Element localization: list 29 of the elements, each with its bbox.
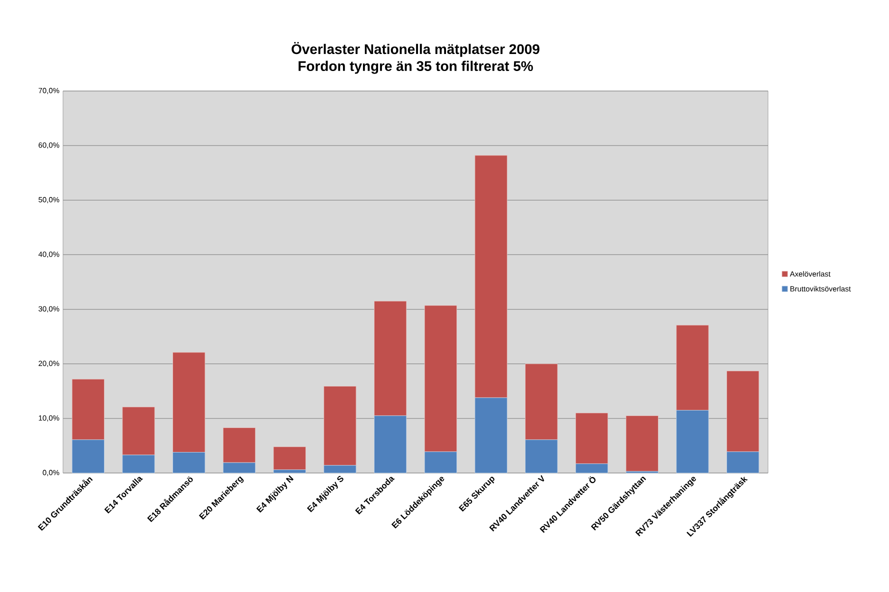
chart-title: Överlaster Nationella mätplatser 2009 (292, 42, 540, 57)
bar (575, 412, 608, 464)
bar (374, 300, 407, 416)
bar (324, 386, 356, 466)
bar (676, 324, 709, 410)
bar (222, 428, 256, 463)
bar (424, 452, 457, 474)
bar (575, 464, 608, 474)
bar (273, 470, 306, 474)
chart-subtitle: Fordon tyngre än 35 ton filtrerat 5% (298, 60, 533, 74)
bar (626, 416, 658, 472)
bar (122, 406, 155, 456)
bar (474, 397, 508, 474)
bar (72, 378, 104, 440)
bar (273, 446, 306, 470)
bar (474, 155, 508, 398)
bar (676, 410, 709, 474)
bar (726, 452, 760, 474)
bar (172, 352, 206, 452)
bar (172, 452, 206, 474)
bar (525, 440, 558, 474)
bar (222, 462, 256, 474)
bar (72, 440, 104, 474)
bar (525, 364, 558, 440)
bar (324, 465, 356, 474)
bar (726, 370, 760, 452)
bar (122, 454, 155, 474)
bar (424, 305, 457, 452)
bar (374, 416, 407, 474)
